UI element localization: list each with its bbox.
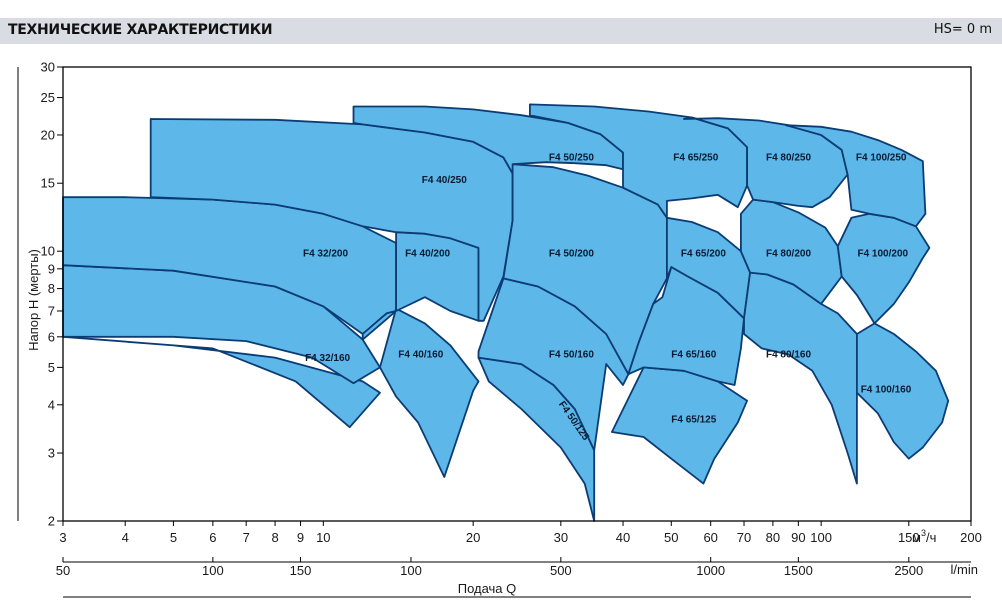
x-unit-lmin: l/min — [951, 562, 978, 577]
y-tick-label-0: 2 — [48, 514, 55, 529]
x-tick-label-3: 6 — [209, 530, 216, 545]
y-tick-label-2: 4 — [48, 397, 55, 412]
x-tick-label-11: 50 — [664, 530, 678, 545]
y-tick-label-1: 3 — [48, 446, 55, 461]
x-tick-label-7: 10 — [316, 530, 330, 545]
x-tick-label-4: 7 — [243, 530, 250, 545]
region-f4-40-160-3 — [379, 307, 480, 478]
region-label-f4-50-160: F4 50/160 — [549, 350, 594, 361]
y-tick-label-8: 10 — [41, 244, 55, 259]
region-label-f4-50-200: F4 50/200 — [549, 248, 594, 259]
plot-frame — [62, 66, 972, 522]
region-f4-80-200-15 — [740, 198, 843, 305]
x-unit-m3h-sup: 3 — [921, 528, 926, 538]
region-label-f4-32-160: F4 32/160 — [305, 353, 350, 364]
y-tick-label-9: 15 — [41, 176, 55, 191]
region-label-f4-100-160: F4 100/160 — [861, 385, 912, 396]
axes-layer — [17, 66, 972, 598]
region-label-f4-100-200: F4 100/200 — [857, 248, 908, 259]
region-label-f4-65-125: F4 65/125 — [671, 415, 716, 426]
y-tick-label-10: 20 — [41, 127, 55, 142]
x-tick-label-2: 5 — [170, 530, 177, 545]
x-tick-label-10: 40 — [616, 530, 630, 545]
y-tick-label-4: 6 — [48, 329, 55, 344]
region-label-f4-50-250: F4 50/250 — [549, 152, 594, 163]
region-label-f4-40-160: F4 40/160 — [398, 350, 443, 361]
lmin-tick-label-3: 100 — [400, 563, 422, 578]
x-unit-m3h: м3/ч — [912, 528, 936, 545]
x-tick-label-13: 70 — [737, 530, 751, 545]
region-label-f4-40-250: F4 40/250 — [422, 175, 467, 186]
x-tick-label-6: 9 — [297, 530, 304, 545]
region-label-f4-65-250: F4 65/250 — [673, 152, 718, 163]
lmin-tick-label-0: 50 — [56, 563, 70, 578]
x-tick-label-5: 8 — [271, 530, 278, 545]
y-axis-title: Напор H (мерты) — [26, 249, 41, 351]
x-tick-label-15: 90 — [791, 530, 805, 545]
lmin-tick-label-6: 1500 — [784, 563, 813, 578]
y-tick-label-3: 5 — [48, 360, 55, 375]
region-f4-100-250-19 — [785, 124, 927, 228]
region-label-f4-80-160: F4 80/160 — [766, 350, 811, 361]
regions-layer — [62, 103, 950, 522]
x-tick-label-14: 80 — [766, 530, 780, 545]
region-f4-100-200-18 — [836, 212, 931, 325]
x-tick-label-0: 3 — [59, 530, 66, 545]
region-label-f4-32-200: F4 32/200 — [303, 248, 348, 259]
x-unit-m3h-base: м — [912, 530, 921, 545]
y-tick-label-12: 30 — [41, 60, 55, 75]
lmin-tick-label-2: 150 — [290, 563, 312, 578]
x-tick-label-12: 60 — [703, 530, 717, 545]
x-tick-label-17: 150 — [898, 530, 920, 545]
page-title: ТЕХНИЧЕСКИЕ ХАРАКТЕРИСТИКИ — [8, 22, 273, 38]
region-f4-100-160-17 — [856, 322, 950, 460]
x-unit-m3h-tail: /ч — [926, 530, 936, 545]
x-tick-label-8: 20 — [466, 530, 480, 545]
lmin-tick-label-7: 2500 — [894, 563, 923, 578]
y-tick-label-5: 7 — [48, 303, 55, 318]
lmin-tick-label-5: 1000 — [696, 563, 725, 578]
region-label-f4-40-200: F4 40/200 — [405, 248, 450, 259]
lmin-tick-label-1: 100 — [202, 563, 224, 578]
x-tick-label-1: 4 — [122, 530, 129, 545]
lmin-tick-label-4: 500 — [550, 563, 572, 578]
x-tick-label-16: 100 — [810, 530, 832, 545]
y-tick-label-11: 25 — [41, 90, 55, 105]
region-f4-65-125-10 — [611, 366, 748, 485]
region-label-f4-65-200: F4 65/200 — [681, 248, 726, 259]
region-f4-32-160-0 — [62, 335, 381, 429]
header-bar: ТЕХНИЧЕСКИЕ ХАРАКТЕРИСТИКИ HS= 0 m — [0, 18, 1002, 44]
region-label-f4-100-250: F4 100/250 — [856, 152, 907, 163]
x-tick-label-18: 200 — [960, 530, 982, 545]
region-label-f4-80-250: F4 80/250 — [766, 152, 811, 163]
labels-layer: F4 32/160 F4 32/200 F4 40/160 F4 40/200 F4 4… — [303, 152, 912, 443]
x-axis-title: Подача Q — [458, 581, 517, 596]
region-f4-50-250-9 — [352, 105, 624, 175]
x-tick-label-9: 30 — [554, 530, 568, 545]
region-label-f4-80-200: F4 80/200 — [766, 248, 811, 259]
y-tick-label-7: 9 — [48, 261, 55, 276]
region-f4-80-250-16 — [683, 116, 849, 209]
region-label-f4-65-160: F4 65/160 — [671, 350, 716, 361]
region-f4-80-160-14 — [743, 271, 858, 485]
hs-label: HS= 0 m — [933, 22, 992, 37]
y-tick-label-6: 8 — [48, 281, 55, 296]
